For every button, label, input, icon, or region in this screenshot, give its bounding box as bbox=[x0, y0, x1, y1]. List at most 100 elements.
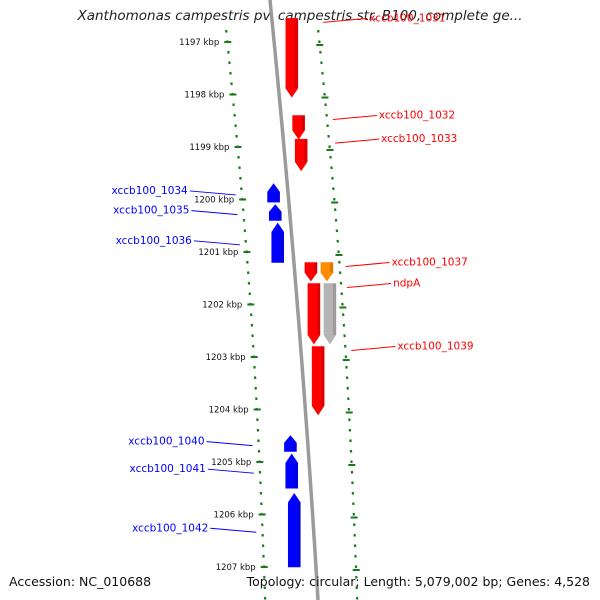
gene-arrow[interactable] bbox=[323, 283, 337, 345]
ruler-dot bbox=[250, 323, 254, 327]
gene-arrow[interactable] bbox=[267, 183, 280, 203]
ruler-dot bbox=[333, 208, 337, 212]
gene-arrow[interactable] bbox=[311, 346, 325, 416]
gene-arrow[interactable] bbox=[294, 138, 308, 172]
gene-label[interactable]: xccb100_1031 bbox=[369, 12, 445, 24]
ruler-dot bbox=[348, 418, 351, 422]
tick-label: 1202 kbp bbox=[202, 301, 242, 311]
ruler-dot bbox=[355, 586, 359, 590]
gene-label[interactable]: xccb100_1032 bbox=[379, 110, 455, 122]
ruler-dot bbox=[261, 533, 264, 537]
ruler-dot bbox=[334, 218, 338, 222]
ruler-dot bbox=[227, 50, 230, 54]
gene-arrow[interactable] bbox=[285, 18, 299, 98]
ruler-dot bbox=[228, 61, 231, 65]
gene-arrow-shade bbox=[321, 346, 325, 406]
ruler-dot bbox=[342, 323, 346, 327]
ruler-dot bbox=[260, 502, 263, 506]
gene-label[interactable]: xccb100_1037 bbox=[392, 257, 468, 269]
gene-label-leader bbox=[191, 210, 238, 216]
gene-arrow[interactable] bbox=[320, 262, 334, 282]
gene-arrow-shade bbox=[316, 283, 320, 335]
ruler-dot bbox=[259, 481, 262, 485]
ruler-dot bbox=[346, 386, 350, 390]
ruler-dot bbox=[347, 407, 351, 411]
gene-arrow[interactable] bbox=[284, 435, 297, 452]
gene-label-leader bbox=[193, 240, 240, 246]
ruler-dot bbox=[237, 155, 240, 159]
gene-arrow-shade bbox=[278, 211, 282, 221]
gene-arrow-shade bbox=[294, 463, 298, 489]
gene-label[interactable]: xccb100_1040 bbox=[128, 436, 204, 448]
gene-arrow[interactable] bbox=[268, 204, 282, 221]
gene-label[interactable]: xccb100_1039 bbox=[397, 341, 473, 353]
gene-label-leader bbox=[206, 441, 253, 447]
gene-arrow[interactable] bbox=[271, 222, 285, 263]
ruler-dot bbox=[251, 344, 255, 348]
gene-arrow-shade bbox=[293, 442, 297, 452]
tick-label: 1201 kbp bbox=[198, 248, 238, 258]
ruler-dot bbox=[262, 554, 265, 558]
gene-label[interactable]: xccb100_1033 bbox=[381, 133, 457, 145]
tick-label: 1198 kbp bbox=[184, 91, 224, 101]
gene-arrow[interactable] bbox=[287, 492, 301, 568]
ruler-dot bbox=[253, 376, 257, 380]
ruler-dot bbox=[235, 134, 238, 138]
ruler-dot bbox=[327, 134, 330, 138]
map-title: Xanthomonas campestris pv. campestris st… bbox=[77, 8, 523, 24]
ruler-dot bbox=[259, 491, 263, 495]
ruler-dot bbox=[348, 428, 352, 432]
gene-arrow[interactable] bbox=[304, 262, 318, 282]
ruler-dot bbox=[349, 439, 352, 443]
ruler-dot bbox=[338, 260, 341, 264]
gene-label[interactable]: xccb100_1042 bbox=[132, 522, 208, 534]
ruler-dot bbox=[337, 250, 340, 254]
ruler-dot bbox=[256, 418, 259, 422]
ruler-dot bbox=[329, 155, 332, 159]
ruler-dot bbox=[253, 365, 256, 369]
topology-text: Topology: circular; Length: 5,079,002 bp… bbox=[246, 574, 590, 589]
gene-layer bbox=[267, 18, 337, 568]
ruler-dot bbox=[332, 187, 335, 191]
ruler-dot bbox=[343, 344, 347, 348]
ruler-dot bbox=[338, 271, 342, 275]
gene-arrow[interactable] bbox=[285, 453, 299, 489]
tick-label: 1197 kbp bbox=[179, 38, 219, 48]
ruler-dot bbox=[230, 82, 233, 86]
ruler-dot bbox=[246, 271, 250, 275]
gene-arrow-shade bbox=[332, 283, 336, 335]
gene-label[interactable]: xccb100_1035 bbox=[113, 205, 189, 217]
ruler-dot bbox=[352, 523, 356, 527]
gene-label[interactable]: xccb100_1034 bbox=[111, 185, 188, 197]
gene-label[interactable]: ndpA bbox=[393, 278, 421, 290]
gene-arrow-shade bbox=[294, 18, 298, 89]
ruler-dot bbox=[224, 29, 228, 33]
gene-arrow-shade bbox=[301, 115, 305, 131]
ruler-dot bbox=[353, 544, 357, 548]
ruler-dot bbox=[244, 239, 248, 243]
ruler-dot bbox=[350, 470, 354, 474]
gene-arrow[interactable] bbox=[292, 115, 305, 140]
ruler-dot bbox=[239, 176, 242, 180]
gene-arrow-shade bbox=[313, 262, 317, 273]
ruler-dot bbox=[326, 124, 329, 128]
ruler-dot bbox=[233, 113, 236, 117]
gene-arrow[interactable] bbox=[307, 283, 321, 345]
gene-label-leader bbox=[189, 190, 236, 196]
tick-label: 1204 kbp bbox=[209, 406, 249, 416]
ruler-dot bbox=[249, 313, 253, 317]
ruler-dot bbox=[251, 334, 254, 338]
ruler-dot bbox=[345, 365, 348, 369]
gene-label[interactable]: xccb100_1041 bbox=[130, 463, 206, 475]
gene-label-leader bbox=[345, 262, 390, 267]
ruler-dot bbox=[352, 502, 355, 506]
gene-label[interactable]: xccb100_1036 bbox=[116, 235, 193, 247]
ruler-dot bbox=[354, 554, 357, 558]
tick-label: 1203 kbp bbox=[206, 353, 246, 363]
ruler-dot bbox=[247, 281, 251, 285]
genome-backbone bbox=[268, 0, 320, 600]
ruler-dot bbox=[263, 586, 267, 590]
ruler-dot bbox=[349, 449, 353, 453]
ruler-dot bbox=[316, 29, 320, 33]
gene-label-leader bbox=[207, 468, 254, 474]
